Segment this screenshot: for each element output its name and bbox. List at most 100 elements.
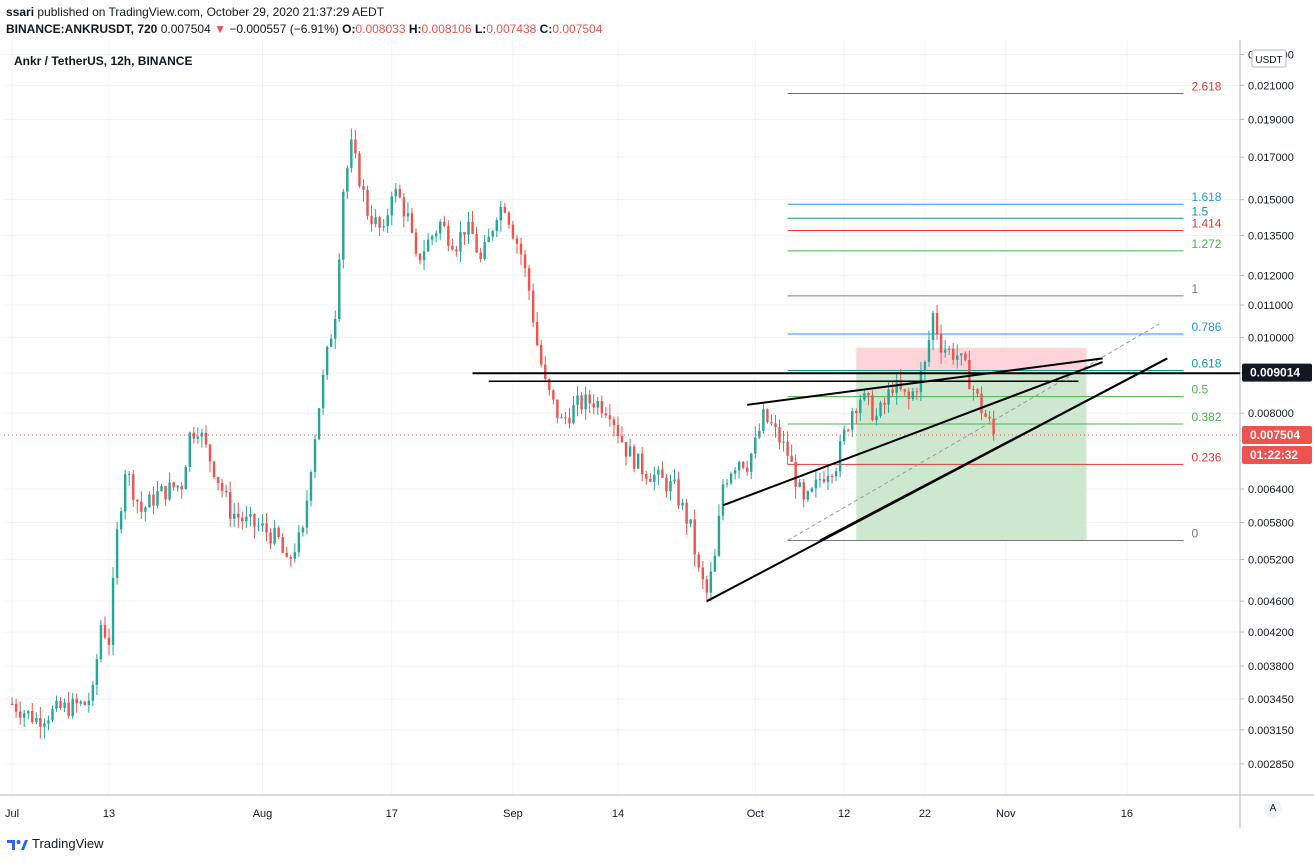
candle-body <box>972 389 975 391</box>
candle-body <box>55 700 58 709</box>
candle-body <box>370 215 373 225</box>
candle-body <box>616 424 620 436</box>
candle-body <box>374 217 377 225</box>
y-tick-label: 0.013500 <box>1248 230 1294 242</box>
x-tick-label: Aug <box>253 808 273 820</box>
last-price-tag-bg <box>1242 425 1312 444</box>
candle-body <box>463 232 466 235</box>
candle-body <box>317 408 321 440</box>
candle-body <box>329 338 333 347</box>
candle-body <box>923 361 927 371</box>
candle-body <box>91 684 95 701</box>
candle-body <box>737 461 741 471</box>
candle-body <box>976 389 979 394</box>
candle-body <box>184 466 187 490</box>
candle-body <box>14 704 18 712</box>
candle-body <box>31 710 34 723</box>
candle-body <box>636 453 640 469</box>
candle-body <box>681 502 684 506</box>
candle-body <box>459 232 462 252</box>
candle-body <box>624 441 628 457</box>
last-price-text: 0.007504 <box>160 22 211 36</box>
candle-body <box>915 391 919 393</box>
candle-body <box>568 417 571 424</box>
candle-body <box>176 485 179 488</box>
candle-body <box>612 419 616 425</box>
x-tick-label: 22 <box>919 808 931 820</box>
candle-body <box>378 217 381 228</box>
candle-body <box>628 446 632 457</box>
candle-body <box>697 554 700 568</box>
x-tick-label: 12 <box>838 808 850 820</box>
candle-body <box>350 139 353 169</box>
candle-body <box>887 389 890 405</box>
candle-body <box>289 556 292 559</box>
candle-body <box>451 245 454 250</box>
candle-body <box>774 423 777 428</box>
candle-body <box>556 399 559 418</box>
take-profit-zone <box>856 373 1087 541</box>
candle-body <box>192 432 196 439</box>
candle-body <box>826 475 830 482</box>
candle-body <box>519 243 523 255</box>
candle-body <box>301 527 305 533</box>
x-tick-label: 13 <box>103 808 115 820</box>
candle-body <box>491 231 494 237</box>
candle-body <box>188 432 192 467</box>
candle-body <box>507 212 511 225</box>
candle-body <box>447 226 450 246</box>
candle-body <box>895 379 898 393</box>
publish-info: ssari published on TradingView.com, Octo… <box>6 5 384 19</box>
candle-body <box>200 432 204 437</box>
candle-body <box>883 402 886 405</box>
candle-body <box>947 348 951 350</box>
candle-body <box>677 479 680 506</box>
trend-line <box>819 357 1168 542</box>
x-tick-label: Jul <box>5 808 19 820</box>
candle-body <box>838 441 842 472</box>
candle-body <box>705 579 709 593</box>
candle-body <box>903 389 906 392</box>
candle-body <box>560 417 563 419</box>
candles-group <box>10 128 995 739</box>
candle-body <box>196 436 200 439</box>
candle-body <box>673 479 676 482</box>
candle-body <box>661 469 664 478</box>
candle-body <box>305 500 309 528</box>
candle-body <box>794 461 797 487</box>
candle-body <box>394 189 398 197</box>
footer-brand: TradingView <box>32 836 104 851</box>
candle-body <box>224 490 228 493</box>
candle-body <box>233 513 236 519</box>
candle-body <box>713 555 717 572</box>
high-label: H: <box>408 22 422 36</box>
candle-body <box>572 404 575 424</box>
candle-body <box>818 479 822 481</box>
candle-body <box>875 415 878 421</box>
candle-body <box>729 473 733 484</box>
candle-body <box>632 446 636 469</box>
chart-legend: Ankr / TetherUS, 12h, BINANCE <box>14 54 193 68</box>
auto-scale-button[interactable]: A <box>1264 800 1282 818</box>
fib-level-label: 1.5 <box>1191 204 1208 218</box>
y-tick-label: 0.005200 <box>1248 555 1294 567</box>
candle-body <box>273 527 276 544</box>
candle-body <box>798 482 801 487</box>
candle-body <box>645 474 648 479</box>
price-chart[interactable]: 0.0230000.0210000.0190000.0170000.015000… <box>0 40 1314 828</box>
tradingview-logo-icon <box>7 839 28 850</box>
candle-body <box>180 485 183 490</box>
candle-body <box>483 242 486 259</box>
candle-body <box>475 234 478 253</box>
candle-body <box>584 394 587 410</box>
fib-level-label: 0.236 <box>1191 450 1221 464</box>
chart-area[interactable]: 0.0230000.0210000.0190000.0170000.015000… <box>0 40 1314 828</box>
candle-body <box>309 472 313 501</box>
candle-body <box>544 364 547 380</box>
low-label: L: <box>474 22 487 36</box>
candle-body <box>422 251 426 261</box>
candle-body <box>414 232 418 254</box>
x-tick-label: 17 <box>386 808 398 820</box>
y-tick-label: 0.011000 <box>1248 300 1293 312</box>
unit-box <box>1251 49 1287 68</box>
